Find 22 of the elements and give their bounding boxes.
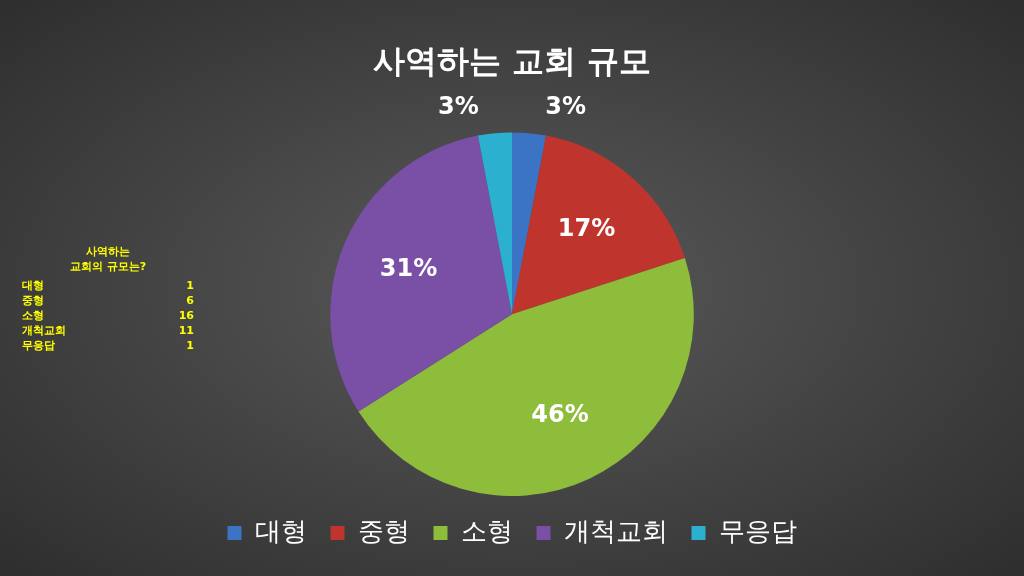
data-label: 16 xyxy=(178,308,194,323)
data-label: 1 xyxy=(186,278,194,293)
legend-label: 개척교회 xyxy=(563,515,668,546)
legend-label: 소형 xyxy=(460,515,513,546)
category-label: 대형 xyxy=(22,278,44,293)
category-label: 개척교회 xyxy=(22,323,66,338)
data-label: 11 xyxy=(178,323,194,338)
data-label: 1 xyxy=(186,338,194,353)
legend-label: 무응답 xyxy=(718,515,797,546)
category-label: 중형 xyxy=(22,293,44,308)
legend-label: 중형 xyxy=(357,515,410,546)
text: 사역하는 교회의 규모는? xyxy=(68,244,148,274)
data-label: 3% xyxy=(545,91,586,120)
category-label: 무응답 xyxy=(22,338,55,353)
legend-label: 대형 xyxy=(254,515,307,546)
data-label: 17% xyxy=(557,213,616,242)
data-label: 31% xyxy=(379,253,438,282)
data-label: 46% xyxy=(531,400,589,429)
data-label: 6 xyxy=(186,293,194,308)
data-label: 3% xyxy=(438,91,479,120)
category-label: 소형 xyxy=(22,308,44,323)
chart-title: 사역하는 교회 규모 xyxy=(372,41,652,80)
